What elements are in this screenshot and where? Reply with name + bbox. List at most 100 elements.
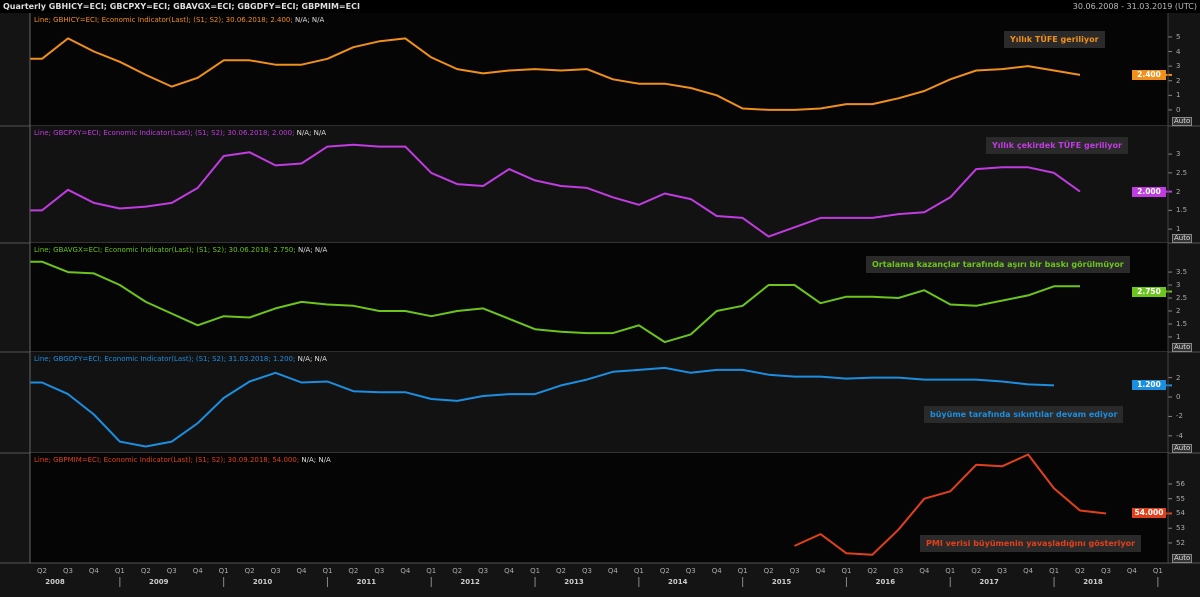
legend-na: N/A; N/A <box>297 246 328 254</box>
x-tick-quarter: Q3 <box>62 567 73 575</box>
x-tick-quarter: Q2 <box>244 567 255 575</box>
last-value-badge: 1.200 <box>1132 380 1166 391</box>
y-tick-label: -4 <box>1176 431 1183 440</box>
series-line-pmi[interactable] <box>794 453 1107 556</box>
panel-gdp-background <box>30 352 1168 453</box>
x-tick-quarter: Q2 <box>659 567 670 575</box>
x-tick-quarter: Q3 <box>1100 567 1111 575</box>
x-tick-quarter: Q1 <box>426 567 437 575</box>
legend-na: N/A; N/A <box>297 355 327 363</box>
x-tick-quarter: Q1 <box>114 567 125 575</box>
auto-scale-button[interactable]: Auto <box>1172 444 1193 453</box>
last-value-badge: 2.400 <box>1132 69 1166 80</box>
annotation-cpi: Yıllık TÜFE geriliyor <box>1004 31 1105 48</box>
x-tick-quarter: Q2 <box>140 567 151 575</box>
y-tick-label: 54 <box>1176 509 1185 518</box>
x-tick-year: 2017 <box>979 578 999 586</box>
y-tick-label: 56 <box>1176 479 1185 488</box>
legend-gdp: Line; GBGDFY=ECI; Economic Indicator(Las… <box>34 355 327 363</box>
legend-text: Line; GBAVGX=ECI; Economic Indicator(Las… <box>34 246 298 254</box>
x-tick-year: 2014 <box>668 578 688 586</box>
y-tick-label: 2 <box>1176 306 1181 315</box>
y-tick-label: 1.5 <box>1176 319 1188 328</box>
y-tick-label: 2.5 <box>1176 168 1188 177</box>
x-tick-year: 2011 <box>356 578 377 586</box>
x-tick-quarter: Q4 <box>504 567 515 575</box>
series-line-gdp[interactable] <box>30 366 1055 448</box>
legend-na: N/A; N/A <box>301 456 331 464</box>
y-tick-label: 5 <box>1176 32 1181 41</box>
series-line-avg-earnings[interactable] <box>30 260 1080 344</box>
x-tick-quarter: Q4 <box>607 567 618 575</box>
x-tick-quarter: Q3 <box>581 567 592 575</box>
auto-scale-button[interactable]: Auto <box>1172 554 1193 563</box>
y-tick-label: 0 <box>1176 393 1181 402</box>
y-tick-label: 3 <box>1176 62 1181 71</box>
y-tick-label: 1 <box>1176 225 1181 234</box>
legend-core-cpi: Line; GBCPXY=ECI; Economic Indicator(Las… <box>34 129 326 137</box>
date-range[interactable]: 30.06.2008 - 31.03.2019 (UTC) <box>1072 2 1197 11</box>
x-tick-quarter: Q1 <box>530 567 541 575</box>
x-tick-quarter: Q4 <box>296 567 307 575</box>
x-tick-quarter: Q4 <box>919 567 930 575</box>
x-tick-quarter: Q3 <box>166 567 177 575</box>
x-tick-quarter: Q1 <box>218 567 229 575</box>
legend-pmi: Line; GBPMIM=ECI; Economic Indicator(Las… <box>34 456 331 464</box>
annotation-core-cpi: Yıllık çekirdek TÜFE geriliyor <box>986 137 1128 154</box>
series-line-cpi[interactable] <box>30 37 1081 111</box>
x-tick-quarter: Q2 <box>971 567 982 575</box>
y-tick-label: 2 <box>1176 187 1181 196</box>
legend-text: Line; GBPMIM=ECI; Economic Indicator(Las… <box>34 456 302 464</box>
x-tick-quarter: Q1 <box>1049 567 1060 575</box>
last-value-badge: 2.750 <box>1132 286 1166 297</box>
x-tick-quarter: Q4 <box>815 567 826 575</box>
chart-title: Quarterly GBHICY=ECI; GBCPXY=ECI; GBAVGX… <box>3 2 360 11</box>
x-tick-quarter: Q2 <box>452 567 463 575</box>
auto-scale-button[interactable]: Auto <box>1172 343 1193 352</box>
series-line-core-cpi[interactable] <box>30 143 1081 238</box>
legend-na: N/A; N/A <box>296 129 327 137</box>
annotation-pmi: PMI verisi büyümenin yavaşladığını göste… <box>920 535 1142 552</box>
x-tick-quarter: Q1 <box>945 567 956 575</box>
y-tick-label: 1.5 <box>1176 206 1188 215</box>
x-tick-quarter: Q1 <box>841 567 852 575</box>
annotation-gdp: büyüme tarafında sıkıntılar devam ediyor <box>924 406 1124 423</box>
x-tick-quarter: Q3 <box>478 567 489 575</box>
title-bar: Quarterly GBHICY=ECI; GBCPXY=ECI; GBAVGX… <box>0 0 1200 13</box>
x-tick-quarter: Q2 <box>556 567 566 575</box>
x-tick-quarter: Q3 <box>270 567 281 575</box>
legend-avg-earnings: Line; GBAVGX=ECI; Economic Indicator(Las… <box>34 246 327 254</box>
x-tick-year: 2010 <box>252 578 273 586</box>
x-tick-quarter: Q4 <box>1126 567 1137 575</box>
x-tick-quarter: Q1 <box>633 567 644 575</box>
legend-text: Line; GBGDFY=ECI; Economic Indicator(Las… <box>34 355 298 363</box>
x-tick-year: 2013 <box>564 578 584 586</box>
x-tick-year: 2012 <box>460 578 480 586</box>
legend-cpi: Line; GBHICY=ECI; Economic Indicator(Las… <box>34 16 324 24</box>
auto-scale-button[interactable]: Auto <box>1172 117 1193 126</box>
x-tick-quarter: Q1 <box>322 567 333 575</box>
x-tick-quarter: Q3 <box>374 567 385 575</box>
y-tick-label: 55 <box>1176 494 1185 503</box>
y-tick-label: -2 <box>1176 412 1183 421</box>
x-tick-quarter: Q4 <box>1023 567 1034 575</box>
x-tick-year: 2018 <box>1083 578 1103 586</box>
x-tick-quarter: Q3 <box>893 567 904 575</box>
legend-text: Line; GBHICY=ECI; Economic Indicator(Las… <box>34 16 295 24</box>
x-tick-quarter: Q2 <box>1075 567 1085 575</box>
y-tick-label: 0 <box>1176 105 1181 114</box>
x-tick-year: 2016 <box>875 578 896 586</box>
y-tick-label: 4 <box>1176 47 1181 56</box>
x-tick-quarter: Q1 <box>1152 567 1163 575</box>
legend-text: Line; GBCPXY=ECI; Economic Indicator(Las… <box>34 129 297 137</box>
x-tick-year: 2008 <box>45 578 65 586</box>
y-tick-label: 52 <box>1176 538 1185 547</box>
auto-scale-button[interactable]: Auto <box>1172 234 1193 243</box>
y-tick-label: 3 <box>1176 281 1181 290</box>
x-tick-quarter: Q3 <box>997 567 1008 575</box>
y-tick-label: 2 <box>1176 76 1181 85</box>
y-tick-label: 1 <box>1176 332 1181 341</box>
x-tick-quarter: Q2 <box>763 567 774 575</box>
last-value-badge: 2.000 <box>1132 186 1166 197</box>
